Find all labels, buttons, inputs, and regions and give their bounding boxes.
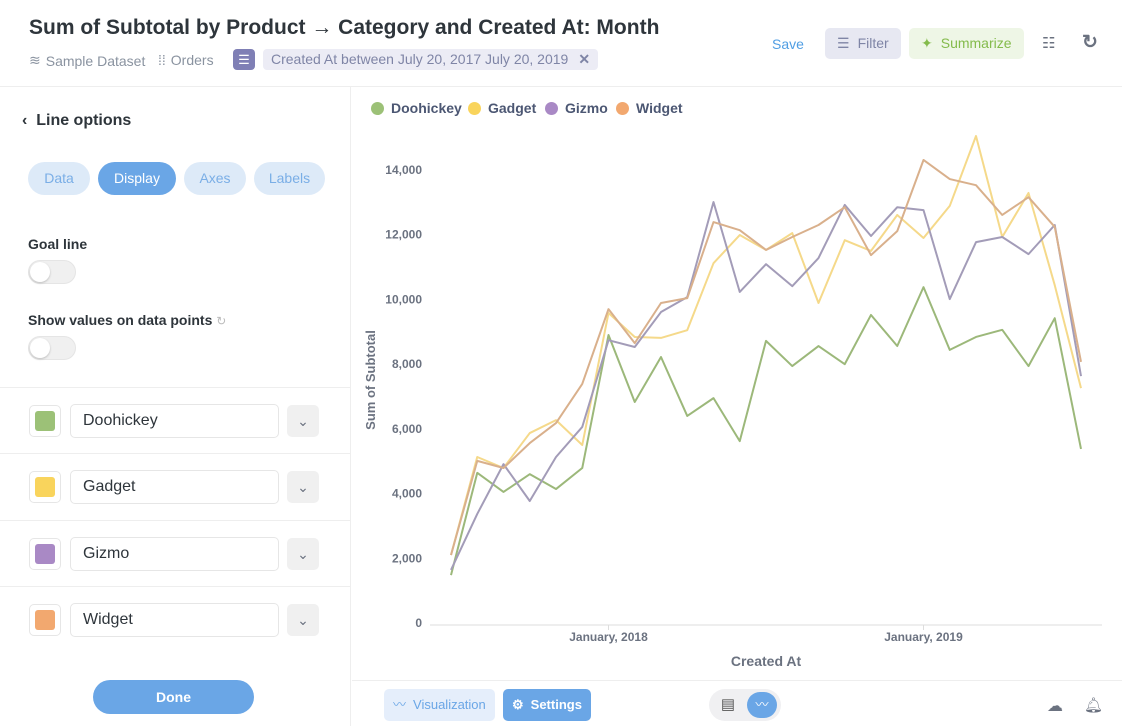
filter-toggle-icon[interactable]: ☰: [233, 49, 255, 70]
line-chart: 0 2,000 4,000 6,000 8,000 10,000 12,000 14,000 J…: [363, 135, 1102, 669]
tab-labels[interactable]: Labels: [254, 162, 325, 195]
breadcrumb-table[interactable]: ⁞⁞ Orders: [158, 52, 214, 68]
goal-line-toggle[interactable]: [28, 260, 76, 284]
legend-item[interactable]: Doohickey: [371, 100, 462, 116]
breadcrumb-database[interactable]: ≋ Sample Dataset: [29, 52, 146, 69]
database-icon: ≋: [29, 52, 41, 68]
chevron-down-icon[interactable]: ⌄: [287, 538, 319, 570]
y-tick-label: 6,000: [392, 422, 422, 436]
series-line-widget: [450, 158, 1082, 556]
color-swatch: [35, 477, 55, 497]
legend-dot: [545, 101, 558, 115]
y-tick-label: 12,000: [385, 228, 422, 242]
bell-icon[interactable]: 🔔︎: [1084, 697, 1104, 714]
tab-display[interactable]: Display: [98, 162, 176, 195]
refresh-icon[interactable]: ↻: [1082, 32, 1098, 53]
y-tick-label: 2,000: [392, 551, 422, 565]
visualization-button[interactable]: 〰 Visualization: [384, 689, 495, 721]
x-tick-label: January, 2018: [569, 630, 648, 644]
divider: [0, 586, 351, 587]
divider: [0, 387, 351, 388]
tab-axes[interactable]: Axes: [184, 162, 246, 195]
divider: [352, 680, 1122, 681]
legend-item[interactable]: Widget: [616, 100, 683, 116]
series-line-gizmo: [450, 201, 1082, 571]
download-icon[interactable]: ☁: [1047, 698, 1063, 715]
x-axis-label: Created At: [731, 653, 802, 669]
series-color-picker[interactable]: [29, 604, 61, 636]
line-chart-icon: 〰: [393, 697, 407, 712]
divider: [0, 520, 351, 521]
series-color-picker[interactable]: [29, 538, 61, 570]
query-builder-icon[interactable]: ☷: [1042, 35, 1056, 52]
y-axis-label: Sum of Subtotal: [363, 330, 378, 430]
series-line-gadget: [450, 135, 1082, 556]
divider: [0, 86, 1122, 87]
color-swatch: [35, 411, 55, 431]
color-swatch: [35, 610, 55, 630]
legend-dot: [616, 101, 629, 115]
question-title: Sum of Subtotal by Product → Category an…: [29, 16, 660, 39]
series-color-picker[interactable]: [29, 405, 61, 437]
sparkle-icon: ✦: [921, 35, 933, 51]
done-button[interactable]: Done: [93, 680, 254, 714]
series-name-input[interactable]: Widget: [70, 603, 279, 637]
show-values-label: Show values on data points ↻: [28, 312, 227, 328]
series-name-input[interactable]: Gizmo: [70, 537, 279, 571]
chevron-down-icon[interactable]: ⌄: [287, 604, 319, 636]
show-values-toggle[interactable]: [28, 336, 76, 360]
y-tick-label: 0: [415, 616, 422, 630]
gear-icon: ⚙: [512, 697, 524, 712]
filter-icon: ☰: [837, 35, 850, 51]
reset-icon[interactable]: ↻: [216, 314, 227, 328]
chevron-down-icon[interactable]: ⌄: [287, 471, 319, 503]
legend-item[interactable]: Gizmo: [545, 100, 608, 116]
filter-pill[interactable]: Created At between July 20, 2017 July 20…: [263, 49, 599, 70]
close-icon[interactable]: ✕: [578, 51, 591, 67]
save-button[interactable]: Save: [772, 36, 804, 52]
chevron-left-icon: ‹: [22, 112, 37, 129]
table-icon[interactable]: ▤: [720, 696, 736, 713]
legend-dot: [371, 101, 384, 115]
series-name-input[interactable]: Doohickey: [70, 404, 279, 438]
settings-button[interactable]: ⚙ Settings: [503, 689, 591, 721]
chevron-down-icon[interactable]: ⌄: [287, 405, 319, 437]
y-tick-label: 4,000: [392, 487, 422, 501]
y-tick-label: 10,000: [385, 292, 422, 306]
y-tick-label: 8,000: [392, 357, 422, 371]
back-button[interactable]: ‹ Line options: [22, 112, 132, 129]
series-name-input[interactable]: Gadget: [70, 470, 279, 504]
divider: [0, 453, 351, 454]
tab-data[interactable]: Data: [28, 162, 90, 195]
color-swatch: [35, 544, 55, 564]
grid-icon: ⁞⁞: [158, 52, 166, 68]
summarize-button[interactable]: ✦ Summarize: [909, 28, 1024, 59]
y-tick-label: 14,000: [385, 163, 422, 177]
filter-button[interactable]: ☰ Filter: [825, 28, 901, 59]
line-chart-icon[interactable]: 〰: [747, 692, 777, 718]
x-tick-label: January, 2019: [884, 630, 963, 644]
series-color-picker[interactable]: [29, 471, 61, 503]
legend-item[interactable]: Gadget: [468, 100, 536, 116]
goal-line-label: Goal line: [28, 236, 88, 252]
view-toggle: ▤ 〰: [709, 689, 781, 721]
legend-dot: [468, 101, 481, 115]
series-line-doohickey: [450, 286, 1082, 576]
settings-sidebar: [0, 87, 351, 726]
